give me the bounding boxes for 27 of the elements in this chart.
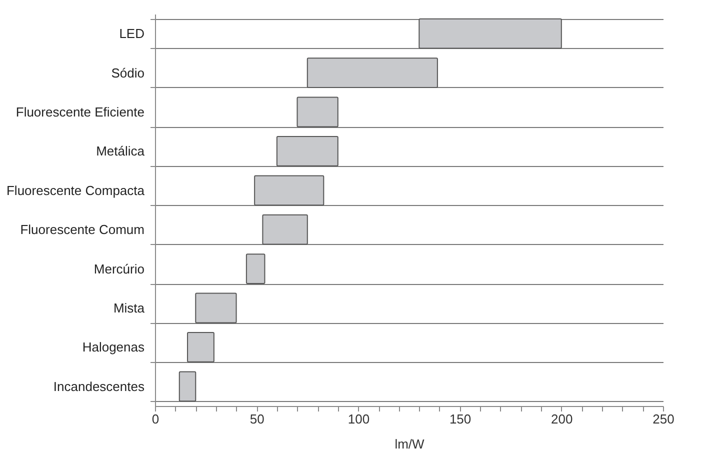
y-tick-label: Mercúrio <box>94 261 144 276</box>
bar <box>418 18 562 49</box>
bar <box>254 175 324 206</box>
y-tick-label: Fluorescente Eficiente <box>16 104 144 120</box>
x-tick-label: 150 <box>449 412 472 426</box>
y-tick-label: LED <box>119 26 144 42</box>
y-tick-label: Mista <box>113 300 146 316</box>
bar <box>195 292 237 324</box>
bar <box>178 371 196 402</box>
bar <box>246 254 266 284</box>
y-tick-label: Fluorescente Comum <box>20 222 144 238</box>
x-tick-label: 250 <box>652 412 674 426</box>
y-tick-label: Incandescentes <box>53 378 145 394</box>
y-tick-label: Metálica <box>96 144 146 159</box>
bar <box>262 214 308 245</box>
x-tick-label: 200 <box>551 412 573 426</box>
bar <box>276 136 338 166</box>
y-tick-label: Sódio <box>111 65 144 80</box>
x-axis-title: lm/W <box>394 436 426 452</box>
y-tick-label: Fluorescente Compacta <box>6 182 146 198</box>
x-tick-label: 50 <box>250 412 264 426</box>
bar <box>296 96 338 128</box>
bar <box>187 332 214 362</box>
x-tick-label: 0 <box>152 412 160 426</box>
y-tick-label: Halogenas <box>82 340 145 355</box>
x-tick-label: 100 <box>348 412 370 426</box>
bar <box>306 58 438 88</box>
